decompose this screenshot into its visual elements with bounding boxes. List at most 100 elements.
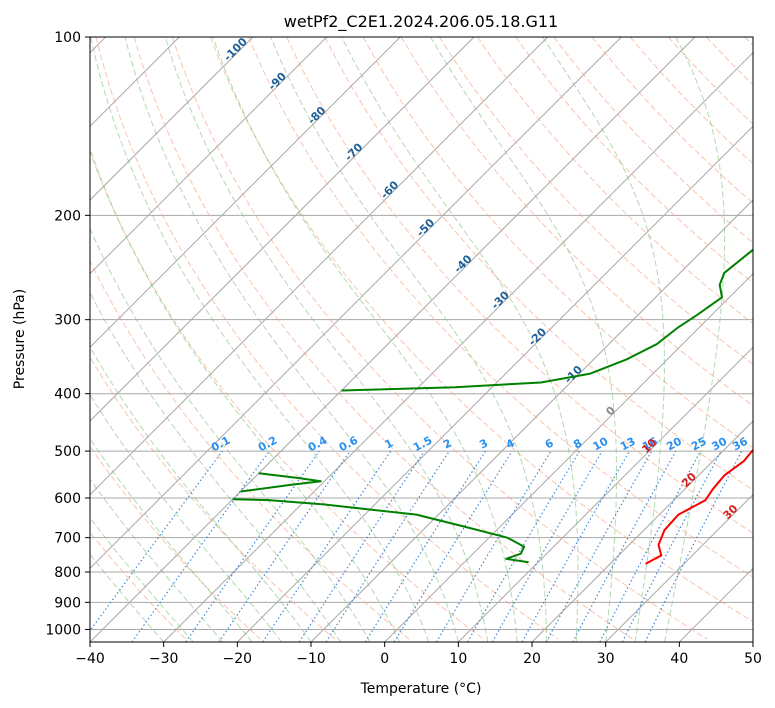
dry-adiabat-line [171,37,708,640]
moist-adiabat-line [90,394,282,642]
isotherm-gridline [90,37,622,570]
dry-adiabat-line [362,37,753,449]
isotherm-gridline [384,272,753,642]
moist-adiabat-line [90,291,341,642]
isotherm-gridline [90,37,254,201]
x-axis: −40 −30 −20 −10 0 10 20 30 40 50 [75,642,762,667]
mixing-ratio-line [572,450,677,642]
sounding-series-line [341,248,753,392]
chart-title: wetPf2_C2E1.2024.206.05.18.G11 [284,12,558,32]
mixing-ratio-label: 6 [543,436,556,451]
mixing-ratio-line [298,450,425,642]
isotherm-gridline [752,641,753,642]
isotherm-gridline [605,493,753,642]
y-tick-label: 500 [54,444,81,460]
adiabat-label: -50 [414,216,437,239]
mixing-ratio-label: 36 [730,435,750,454]
mixing-ratio-label: 30 [710,435,730,454]
mixing-ratio-line [325,450,450,642]
x-tick-label: −40 [75,651,105,667]
adiabat-label: -20 [526,325,549,348]
adiabat-label: -60 [378,178,401,201]
dry-adiabat-line [90,259,410,640]
moist-adiabat-line [90,437,253,642]
isotherm-gridline [90,37,696,642]
x-tick-label: 50 [744,651,762,667]
mixing-ratio-label: 10 [591,435,611,454]
moist-adiabat-line [212,37,518,642]
dry-adiabat-line [210,37,753,623]
dry-adiabat-line [477,37,753,325]
y-tick-label: 300 [54,313,81,329]
y-axis-title: Pressure (hPa) [12,289,28,389]
moist-adiabat-line [124,37,459,642]
dry-adiabat-line [90,150,485,640]
adiabat-label: -40 [451,252,474,275]
background-lines [90,37,753,642]
isotherm-gridline [90,37,328,275]
mixing-ratio-label: 16 [640,435,660,454]
adiabat-label: -90 [266,70,289,93]
dry-adiabat-line [286,37,753,534]
y-tick-label: 600 [54,491,81,507]
adiabat-label: -80 [305,104,328,127]
dry-adiabat-line [553,37,753,244]
mixing-ratio-line [90,450,223,632]
isotherm-gridline [90,37,401,349]
mixing-ratio-line [644,450,743,642]
isotherm-gridline [678,567,753,642]
mixing-ratio-line [545,450,653,642]
x-tick-label: 10 [449,651,467,667]
dry-adiabat-line [515,37,753,284]
x-tick-label: 30 [597,651,615,667]
isotherm-gridline [236,125,753,642]
moist-adiabat-line [90,478,223,642]
adiabat-label: 30 [721,502,741,522]
dry-adiabat-line [324,37,753,491]
isotherm-gridline [90,37,475,422]
dry-adiabat-line [706,37,753,86]
adiabat-label: 10 [639,436,659,456]
isotherm-gridline [531,420,753,642]
mixing-ratio-line [262,450,392,642]
y-tick-label: 800 [54,565,81,581]
sounding-series-line [645,448,753,565]
mixing-ratio-label: 25 [689,435,709,454]
x-tick-label: −10 [296,651,326,667]
moist-adiabat-line [341,37,579,642]
dry-adiabat-line [438,37,753,366]
mixing-ratio-label: 3 [477,436,490,451]
mixing-ratio-line [393,450,513,642]
dry-adiabat-line [629,37,753,165]
mixing-ratio-line [435,450,552,642]
isotherm-gridline [310,199,753,642]
dry-adiabat-line [248,37,753,578]
dry-adiabat-line [591,37,753,204]
dry-adiabat-line [133,37,633,640]
isotherm-gridline [163,51,753,642]
mixing-ratio-label: 13 [618,435,638,454]
moist-adiabat-line [664,37,726,642]
moist-adiabat-line [90,227,371,642]
mixing-ratio-line [521,450,631,642]
isotherm-gridline [90,37,549,496]
mixing-ratio-label: 1 [383,436,396,451]
y-tick-label: 900 [54,595,81,611]
moist-adiabat-line [90,147,400,642]
dry-adiabat-line [90,356,336,640]
x-tick-label: −20 [223,651,253,667]
mixing-ratio-line [185,450,320,642]
mixing-ratio-label: 20 [664,435,684,454]
mixing-ratio-label: 2 [441,436,454,451]
dry-adiabat-line [400,37,753,407]
adiabat-label: -70 [342,140,365,163]
adiabat-label: 20 [679,470,699,490]
mixing-ratio-line [131,450,270,642]
x-tick-label: 0 [380,651,389,667]
plot-frame [89,36,754,643]
y-axis: 1000 900 800 700 600 500 400 300 200 100 [45,30,90,638]
moist-adiabat-line [90,37,430,642]
dry-adiabat-line [95,37,559,640]
y-tick-label: 400 [54,387,81,403]
